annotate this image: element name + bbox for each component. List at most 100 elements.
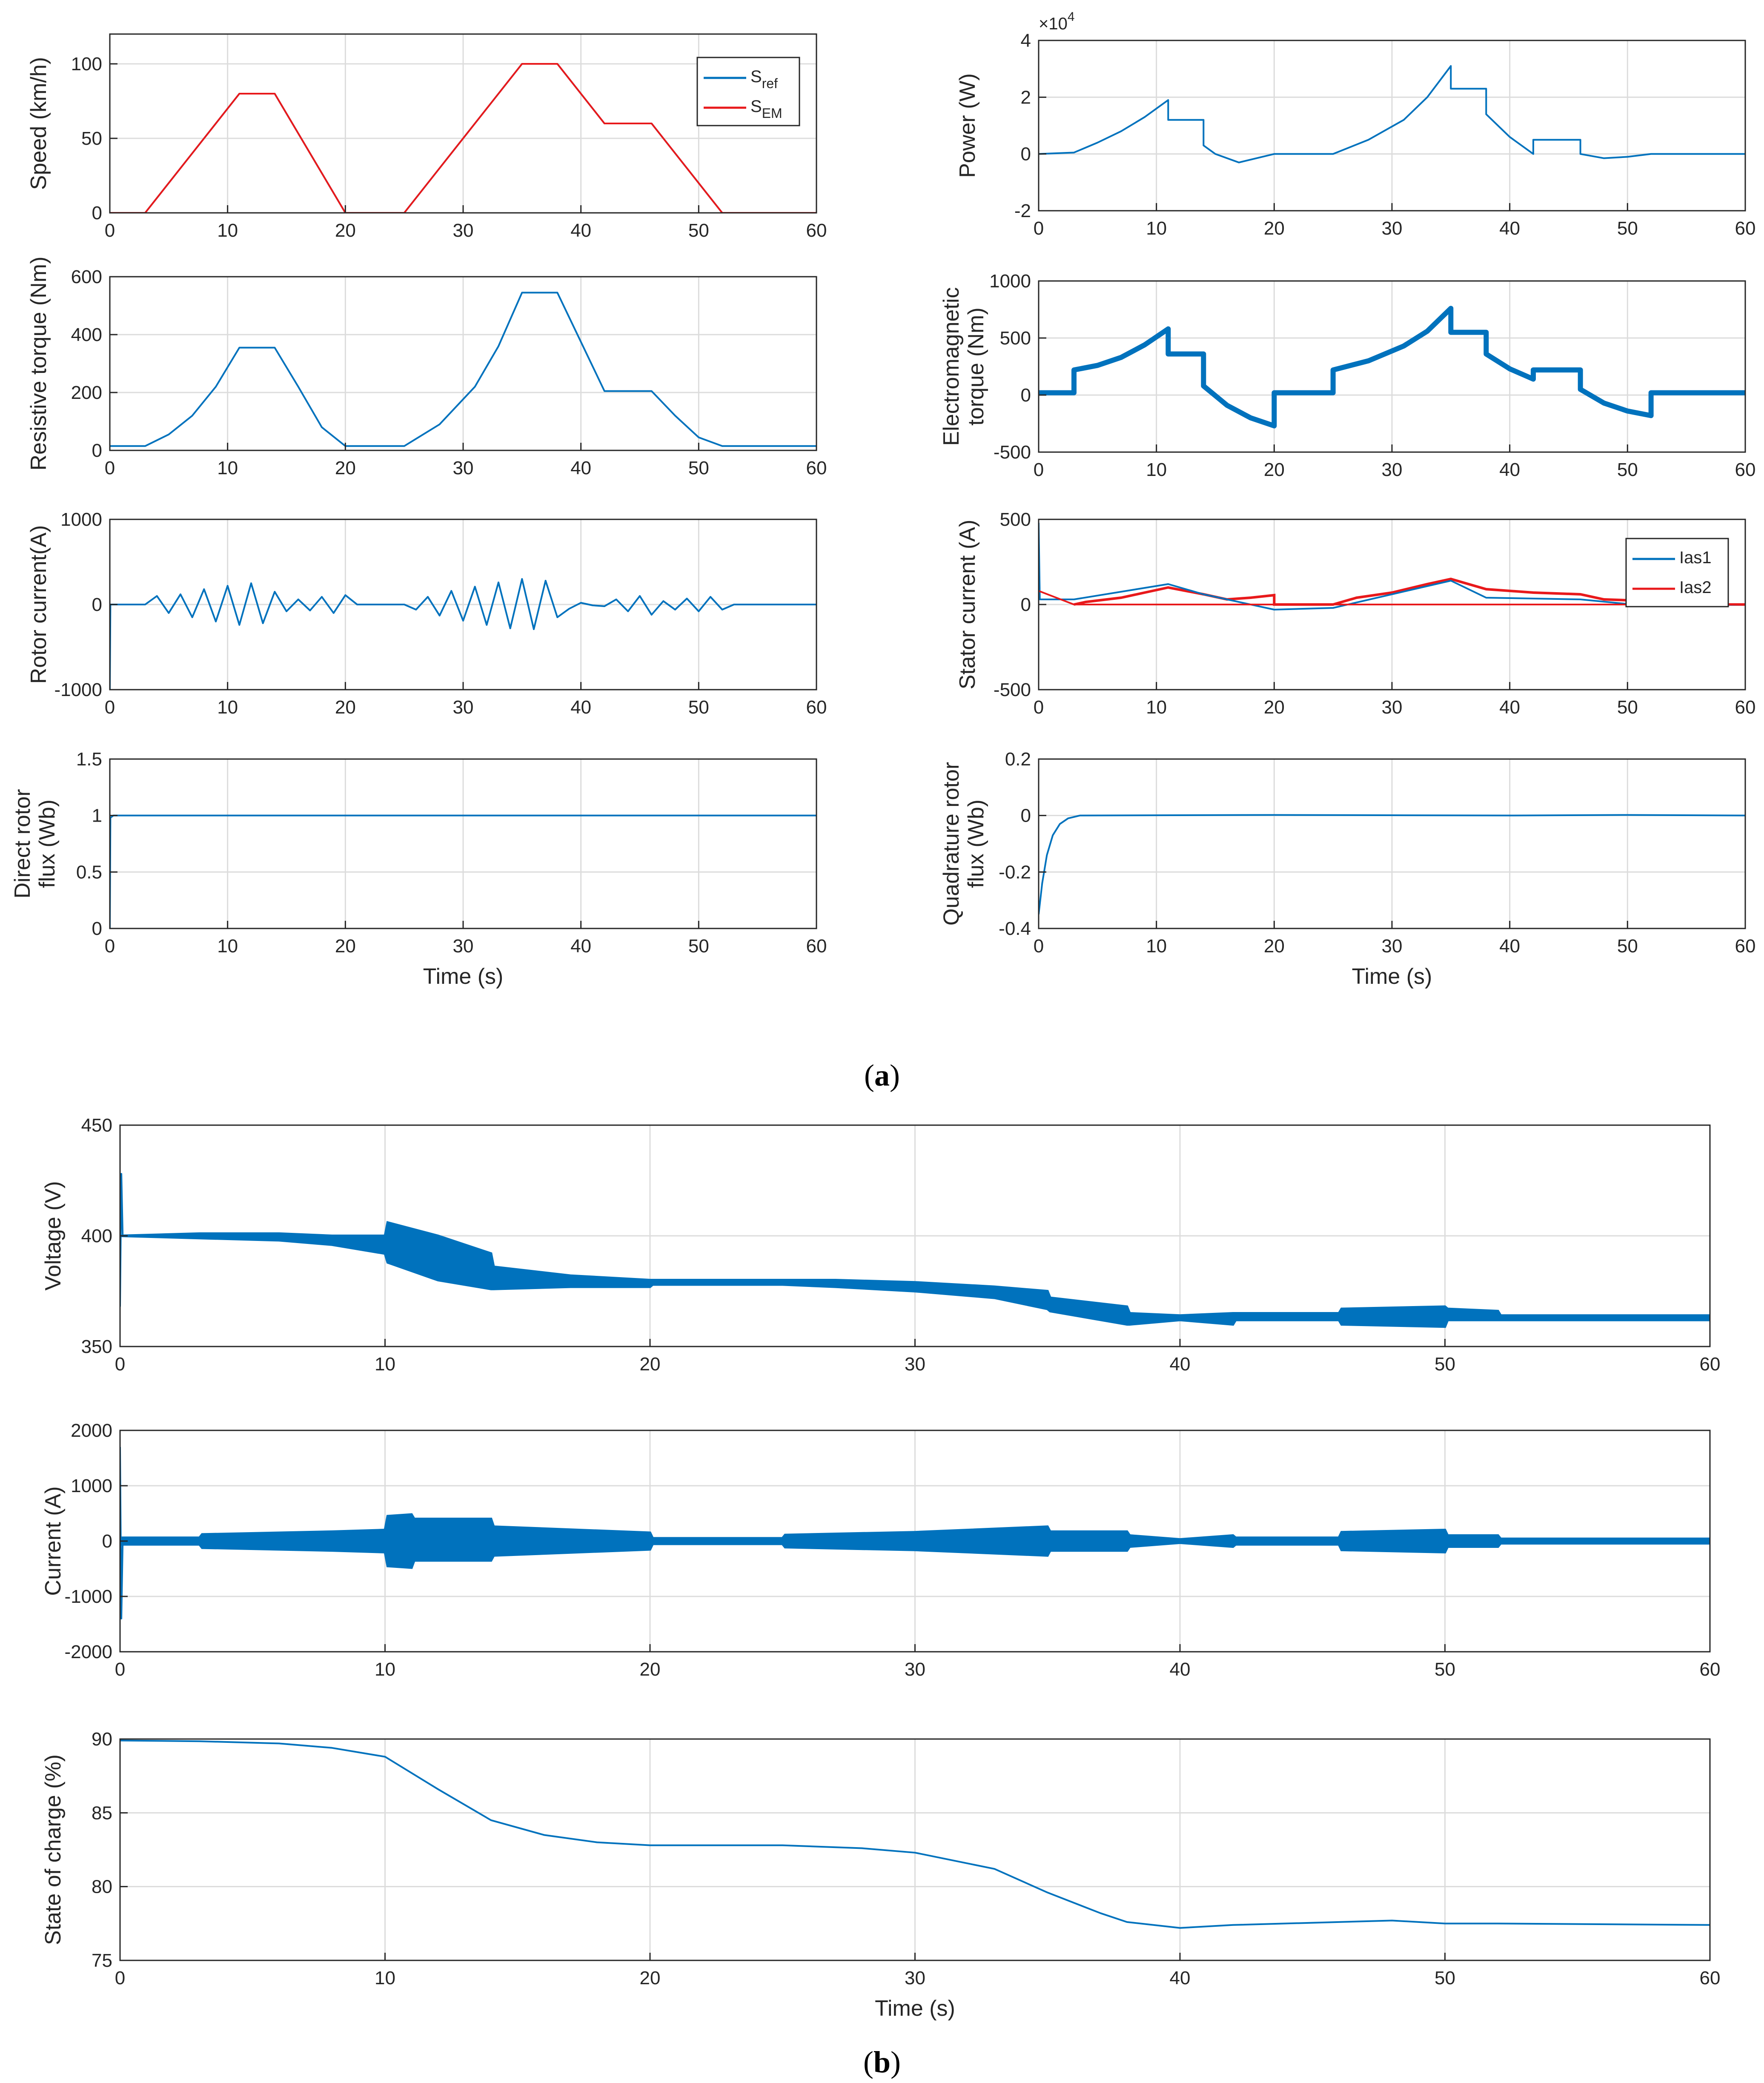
x-tick-label: 30 (453, 458, 474, 478)
y-exponent-label: ×104 (1039, 10, 1075, 33)
series-band-0 (120, 1513, 1710, 1569)
y-tick-label: 0.5 (76, 862, 102, 882)
x-tick-label: 20 (1264, 459, 1285, 480)
x-tick-label: 60 (1735, 459, 1756, 480)
x-tick-label: 0 (115, 1968, 125, 1988)
x-axis-label: Time (s) (1352, 964, 1432, 989)
y-tick-label: 85 (92, 1802, 112, 1823)
x-tick-label: 10 (375, 1968, 395, 1988)
y-tick-label: 400 (71, 324, 102, 345)
chart-em_torque: 0 10 20 30 40 50 60-50005001000Electromagnetic… (939, 271, 1755, 480)
series-line-rotor-current (110, 578, 816, 690)
x-tick-label: 30 (1382, 936, 1403, 957)
x-tick-label: 50 (1617, 459, 1638, 480)
series-line-ias1 (1039, 522, 1745, 610)
x-tick-label: 50 (688, 936, 709, 957)
x-tick-label: 50 (688, 220, 709, 241)
y-axis-label: flux (Wb) (35, 799, 60, 888)
x-tick-label: 10 (1146, 218, 1167, 239)
y-tick-label: 0 (1021, 144, 1031, 165)
x-tick-label: 40 (570, 220, 591, 241)
y-axis-label: Power (W) (955, 73, 980, 178)
x-tick-label: 60 (806, 220, 827, 241)
x-tick-label: 10 (1146, 459, 1167, 480)
y-tick-label: 0 (92, 203, 102, 223)
x-tick-label: 50 (1617, 218, 1638, 239)
y-tick-label: 0 (92, 440, 102, 461)
y-tick-label: 75 (92, 1950, 112, 1971)
data-layer (110, 578, 816, 690)
series-line-resistive-torque (110, 292, 816, 447)
x-tick-label: 40 (1170, 1659, 1191, 1680)
y-tick-label: 2 (1021, 87, 1031, 108)
x-tick-label: 50 (1435, 1968, 1455, 1988)
y-tick-label: 0 (102, 1531, 112, 1552)
x-tick-label: 20 (1264, 697, 1285, 718)
y-tick-label: -0.4 (999, 918, 1031, 939)
x-tick-label: 20 (335, 697, 356, 718)
caption-a: (a) (864, 1058, 900, 1092)
x-tick-label: 40 (1499, 459, 1520, 480)
y-tick-label: 600 (71, 266, 102, 287)
y-tick-label: 0 (1021, 594, 1031, 615)
data-layer (1039, 814, 1745, 915)
y-tick-label: 400 (81, 1226, 112, 1246)
y-tick-label: 50 (81, 128, 102, 149)
x-tick-label: 60 (1735, 936, 1756, 957)
x-tick-label: 60 (1735, 697, 1756, 718)
data-layer (1039, 522, 1745, 610)
y-axis-label: Stator current (A) (955, 520, 980, 690)
x-tick-label: 40 (1170, 1354, 1191, 1375)
x-tick-label: 20 (640, 1968, 661, 1988)
series-line-state-of-charge (120, 1739, 1710, 1929)
x-tick-label: 60 (806, 458, 827, 478)
legend-box (1625, 538, 1729, 607)
x-tick-label: 10 (217, 458, 238, 478)
chart-battery_current: 0 10 20 30 40 50 60 -2000 -1000 0 1000 2000 Current … (41, 1420, 1720, 1680)
y-tick-label: -500 (994, 442, 1031, 463)
y-axis-label: Quadrature rotor (939, 762, 964, 925)
x-tick-label: 0 (105, 697, 115, 718)
data-layer (120, 1739, 1710, 1929)
x-tick-label: 0 (115, 1354, 125, 1375)
x-axis-label: Time (s) (875, 1996, 955, 2021)
x-tick-label: 30 (905, 1354, 925, 1375)
x-tick-label: 0 (115, 1659, 125, 1680)
y-tick-label: 1000 (60, 509, 102, 530)
y-tick-label: 200 (71, 382, 102, 403)
x-tick-label: 10 (217, 936, 238, 957)
x-tick-label: 60 (1735, 218, 1756, 239)
series-band-0 (1074, 577, 1745, 606)
x-tick-label: 60 (1700, 1968, 1721, 1988)
x-tick-label: 40 (570, 697, 591, 718)
chart-voltage: 0 10 20 30 40 50 60 350 400 450 Voltage (V) (41, 1115, 1720, 1375)
y-tick-label: 0 (1021, 805, 1031, 826)
y-axis-label: Rotor current(A) (26, 525, 51, 684)
y-tick-label: 1.5 (76, 749, 102, 770)
x-tick-label: 10 (217, 220, 238, 241)
x-tick-label: 20 (1264, 936, 1285, 957)
series-band-0 (120, 1221, 1710, 1328)
y-axis-label: Resistive torque (Nm) (26, 257, 51, 471)
series-line-sem (110, 63, 816, 213)
x-tick-label: 40 (1499, 697, 1520, 718)
x-tick-label: 30 (453, 936, 474, 957)
y-tick-label: 450 (81, 1115, 112, 1136)
x-tick-label: 30 (453, 220, 474, 241)
y-tick-label: -1000 (54, 679, 102, 700)
x-tick-label: 20 (640, 1354, 661, 1375)
x-tick-label: 0 (1034, 218, 1044, 239)
x-tick-label: 0 (105, 458, 115, 478)
y-tick-label: 90 (92, 1729, 112, 1750)
y-tick-label: -500 (994, 679, 1031, 700)
x-tick-label: 40 (1499, 218, 1520, 239)
x-tick-label: 40 (1170, 1968, 1191, 1988)
x-tick-label: 10 (375, 1354, 395, 1375)
x-tick-label: 40 (570, 936, 591, 957)
y-tick-label: 100 (71, 54, 102, 74)
y-tick-label: 500 (1000, 509, 1031, 530)
